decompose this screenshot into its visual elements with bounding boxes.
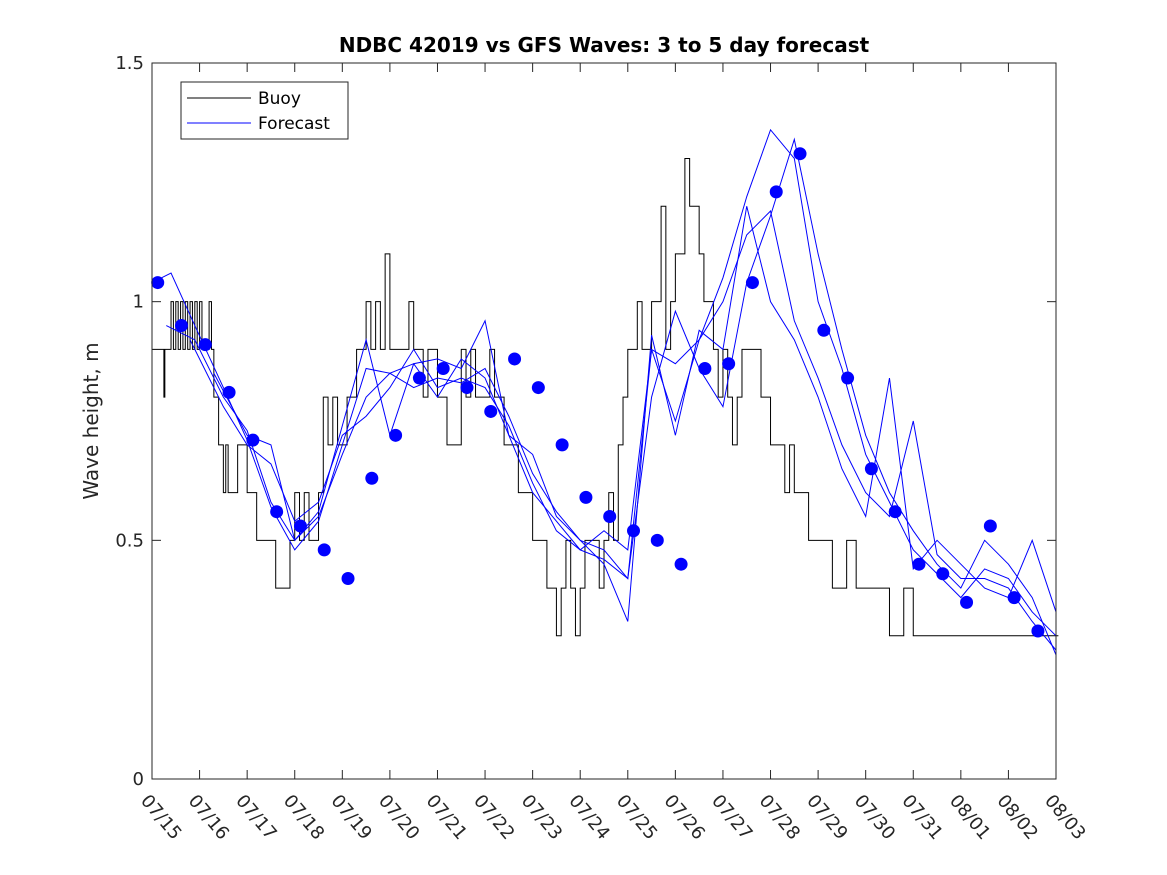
plot-area xyxy=(152,63,1056,779)
forecast-marker xyxy=(603,509,617,523)
forecast-marker xyxy=(793,147,807,161)
forecast-marker xyxy=(412,371,426,385)
legend-box xyxy=(180,81,349,140)
forecast-marker xyxy=(698,361,712,375)
forecast-marker xyxy=(555,438,569,452)
forecast-marker xyxy=(674,557,688,571)
forecast-marker xyxy=(579,490,593,504)
forecast-run-line-3 xyxy=(189,209,1057,651)
y-axis-label: Wave height, m xyxy=(79,342,103,499)
y-tick-label: 0 xyxy=(133,769,144,790)
y-tick-label: 1 xyxy=(133,292,144,313)
forecast-marker xyxy=(841,371,855,385)
forecast-marker xyxy=(460,381,474,395)
y-tick-label: 0.5 xyxy=(115,530,144,551)
forecast-marker xyxy=(317,543,331,557)
forecast-marker xyxy=(769,185,783,199)
forecast-marker xyxy=(626,524,640,538)
forecast-marker xyxy=(936,567,950,581)
forecast-marker xyxy=(389,428,403,442)
forecast-marker xyxy=(531,381,545,395)
forecast-marker xyxy=(151,276,165,290)
forecast-marker xyxy=(174,319,188,333)
legend-label-forecast: Forecast xyxy=(258,114,330,134)
forecast-marker xyxy=(246,433,260,447)
forecast-marker xyxy=(341,572,355,586)
forecast-marker xyxy=(1031,624,1045,638)
forecast-marker xyxy=(270,505,284,519)
forecast-marker xyxy=(1007,591,1021,605)
forecast-marker xyxy=(484,404,498,418)
forecast-marker xyxy=(864,462,878,476)
forecast-marker xyxy=(817,323,831,337)
forecast-marker xyxy=(293,519,307,533)
y-tick-label: 1.5 xyxy=(115,53,144,74)
forecast-run-line-2 xyxy=(166,137,1057,656)
forecast-marker xyxy=(745,276,759,290)
forecast-marker xyxy=(983,519,997,533)
legend: Buoy Forecast xyxy=(180,81,349,140)
series-layer xyxy=(151,128,1059,656)
forecast-marker xyxy=(365,471,379,485)
forecast-marker xyxy=(508,352,522,366)
forecast-marker xyxy=(222,385,236,399)
forecast-marker xyxy=(960,595,974,609)
forecast-marker xyxy=(198,338,212,352)
forecast-marker xyxy=(888,505,902,519)
chart-title: NDBC 42019 vs GFS Waves: 3 to 5 day fore… xyxy=(339,33,870,57)
forecast-marker xyxy=(650,533,664,547)
forecast-marker xyxy=(722,357,736,371)
forecast-marker xyxy=(436,361,450,375)
legend-label-buoy: Buoy xyxy=(258,89,301,109)
forecast-marker xyxy=(912,557,926,571)
buoy-series-line xyxy=(152,157,1059,637)
forecast-run-line-1 xyxy=(151,128,1057,637)
axes-box xyxy=(151,62,1057,780)
